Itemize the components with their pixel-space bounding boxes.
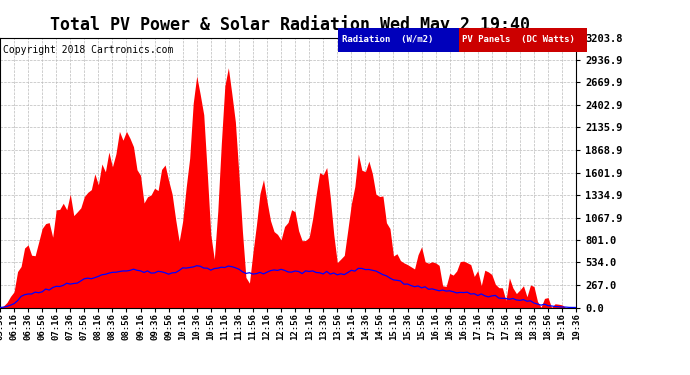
Text: Copyright 2018 Cartronics.com: Copyright 2018 Cartronics.com: [3, 45, 174, 55]
Text: PV Panels  (DC Watts): PV Panels (DC Watts): [462, 34, 575, 44]
Text: Total PV Power & Solar Radiation Wed May 2 19:40: Total PV Power & Solar Radiation Wed May…: [50, 15, 530, 34]
Text: Radiation  (W/m2): Radiation (W/m2): [342, 34, 433, 44]
